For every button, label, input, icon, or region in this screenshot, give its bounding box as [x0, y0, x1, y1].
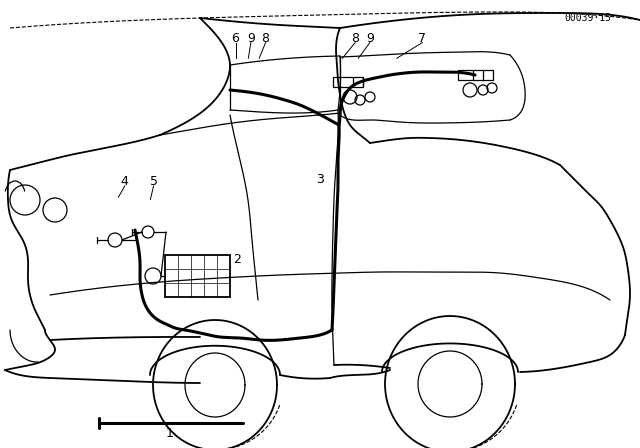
Text: 5: 5 — [150, 175, 157, 188]
Bar — [458, 70, 493, 80]
Text: 8: 8 — [351, 31, 359, 45]
Text: 9: 9 — [366, 31, 374, 45]
Text: 3: 3 — [316, 172, 324, 186]
Text: 1: 1 — [166, 427, 173, 440]
Text: 9: 9 — [247, 31, 255, 45]
Text: 7: 7 — [419, 31, 426, 45]
Text: 4: 4 — [121, 175, 129, 188]
Text: 6: 6 — [232, 31, 239, 45]
Bar — [165, 255, 230, 297]
Bar — [333, 77, 363, 87]
Text: 8: 8 — [262, 31, 269, 45]
Text: 00039·15: 00039·15 — [564, 13, 611, 23]
Text: 2: 2 — [233, 253, 241, 267]
